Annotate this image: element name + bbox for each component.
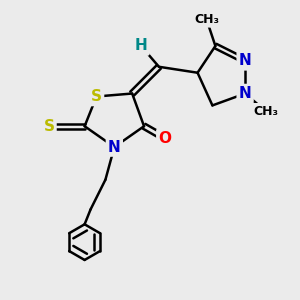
Text: N: N — [239, 86, 251, 101]
Text: CH₃: CH₃ — [194, 13, 219, 26]
Text: CH₃: CH₃ — [254, 105, 278, 118]
Text: N: N — [108, 140, 121, 154]
Text: N: N — [239, 53, 251, 68]
Text: H: H — [135, 38, 148, 53]
Text: S: S — [44, 119, 54, 134]
Text: O: O — [158, 130, 171, 146]
Text: S: S — [91, 89, 102, 104]
